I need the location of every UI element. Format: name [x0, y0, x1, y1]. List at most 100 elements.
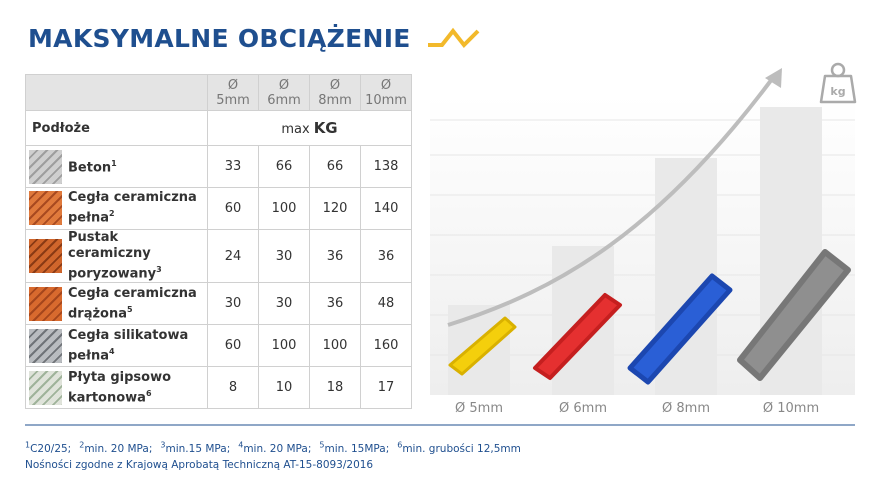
material-text: Cegła ceramiczna pełna	[68, 190, 197, 226]
size-label: Ø 8mm	[662, 401, 710, 416]
diameter-symbol: Ø	[329, 77, 341, 93]
footnote: 5min. 15MPa;	[319, 440, 393, 455]
load-value: 30	[207, 282, 259, 326]
diameter-size: 6mm	[267, 92, 301, 108]
material-cell: Cegła silikatowa pełna4	[25, 324, 208, 368]
material: Cegła ceramiczna drążona5	[26, 286, 207, 322]
material-note: 1	[111, 159, 117, 169]
material-name: Cegła silikatowa pełna4	[68, 328, 203, 364]
material-name: Beton1	[68, 156, 203, 176]
size-label: Ø 5mm	[455, 401, 503, 416]
material-icon	[29, 370, 62, 405]
material-note: 5	[127, 304, 133, 314]
weight-label: kg	[830, 85, 845, 98]
load-value: 36	[309, 228, 361, 284]
unit-cell: max KG	[207, 110, 412, 146]
material-text: Beton	[68, 160, 112, 176]
header-row: Ø 5mm Ø 6mm Ø 8mm Ø 10mm	[25, 74, 412, 111]
material-note: 2	[108, 209, 115, 219]
footnote-text: min. grubości 12,5mm	[402, 442, 521, 455]
material-text: Cegła silikatowa pełna	[68, 327, 189, 363]
substrate-label: Podłoże	[25, 110, 208, 146]
size-label: Ø 6mm	[559, 401, 607, 416]
material-row: Cegła ceramiczna pełna2 60 100 120 140	[25, 187, 412, 230]
approval: Nośności zgodne z Krajową Aprobatą Techn…	[25, 458, 374, 471]
material-name: Cegła ceramiczna pełna2	[68, 190, 203, 226]
load-value: 100	[258, 324, 310, 368]
arrow-head	[765, 68, 782, 88]
load-value: 160	[360, 324, 412, 368]
footnote-mark: 3	[160, 440, 166, 449]
material-note: 3	[156, 265, 162, 274]
material-name: Płyta gipsowo kartonowa6	[68, 370, 203, 406]
load-value: 60	[207, 324, 259, 368]
footnote-text: min. 15MPa;	[324, 442, 390, 455]
footnote-mark: 6	[397, 440, 403, 449]
material-note: 6	[145, 388, 152, 398]
footnote-line: 1C20/25; 2min. 20 MPa; 3min.15 MPa; 4min. 2…	[25, 437, 529, 457]
unit-row: Podłoże max KG	[25, 110, 412, 146]
diameter-symbol: Ø	[380, 77, 392, 93]
load-value: 17	[360, 366, 412, 410]
material-icon	[29, 239, 62, 274]
load-value: 10	[258, 366, 310, 410]
column-header: Ø 6mm	[258, 74, 310, 111]
diameter-symbol: Ø	[227, 77, 239, 93]
load-value: 24	[207, 228, 259, 284]
material-row: Cegła silikatowa pełna4 60 100 100 160	[25, 324, 412, 368]
load-value: 100	[309, 324, 361, 368]
footnote-mark: 5	[319, 440, 325, 449]
load-value: 48	[360, 282, 412, 326]
load-value: 36	[309, 282, 361, 326]
material-note: 4	[108, 346, 115, 356]
material-cell: Cegła ceramiczna pełna2	[25, 187, 208, 230]
diameter-symbol: Ø	[278, 77, 290, 93]
material-icon	[29, 328, 62, 363]
weight-icon: kg	[819, 62, 857, 104]
load-value: 100	[258, 187, 310, 230]
load-value: 66	[309, 145, 361, 188]
material-cell: Płyta gipsowo kartonowa6	[25, 366, 208, 410]
footnote-mark: 4	[238, 440, 244, 449]
footnote-text: min.15 MPa;	[165, 442, 231, 455]
diameter-size: 5mm	[216, 92, 250, 108]
load-value: 33	[207, 145, 259, 188]
material-cell: Pustak ceramiczny poryzowany3	[25, 228, 208, 284]
corner-cell	[25, 74, 208, 111]
material-cell: Beton1	[25, 145, 208, 188]
material-cell: Cegła ceramiczna drążona5	[25, 282, 208, 326]
footnotes: 1C20/25; 2min. 20 MPa; 3min.15 MPa; 4min. 2…	[25, 437, 529, 473]
diameter-size: 8mm	[318, 92, 352, 108]
unit: KG	[313, 119, 338, 137]
column-header: Ø 8mm	[309, 74, 361, 111]
load-value: 30	[258, 282, 310, 326]
footnote: 6min. grubości 12,5mm	[397, 440, 525, 455]
footnote-text: min. 20 MPa;	[84, 442, 153, 455]
material-text: Pustak ceramiczny poryzowany	[68, 230, 157, 282]
load-value: 60	[207, 187, 259, 230]
load-value: 138	[360, 145, 412, 188]
material-name: Cegła ceramiczna drążona5	[68, 286, 203, 322]
footnote-mark: 2	[79, 440, 85, 449]
page-title: MAKSYMALNE OBCIĄŻENIE	[28, 24, 411, 53]
material: Cegła ceramiczna pełna2	[26, 190, 207, 226]
footnote: 4min. 20 MPa;	[238, 440, 315, 455]
load-value: 120	[309, 187, 361, 230]
material-row: Płyta gipsowo kartonowa6 8 10 18 17	[25, 366, 412, 410]
material: Cegła silikatowa pełna4	[26, 328, 207, 364]
material-icon	[29, 149, 62, 184]
material-row: Cegła ceramiczna drążona5 30 30 36 48	[25, 282, 412, 326]
load-value: 8	[207, 366, 259, 410]
material: Beton1	[26, 149, 207, 184]
trend-arrow	[447, 73, 777, 327]
size-label: Ø 10mm	[763, 401, 819, 416]
material-text: Płyta gipsowo kartonowa	[68, 369, 172, 405]
load-table: Ø 5mm Ø 6mm Ø 8mm Ø 10mm Podłoże max KG Beton1 33 66 6…	[25, 74, 412, 410]
footnote-text: C20/25;	[30, 442, 72, 455]
footnote: 1C20/25;	[25, 440, 75, 455]
material-icon	[29, 286, 62, 321]
material: Pustak ceramiczny poryzowany3	[26, 230, 207, 282]
footnote-mark: 1	[25, 440, 31, 449]
footnote: 3min.15 MPa;	[160, 440, 234, 455]
